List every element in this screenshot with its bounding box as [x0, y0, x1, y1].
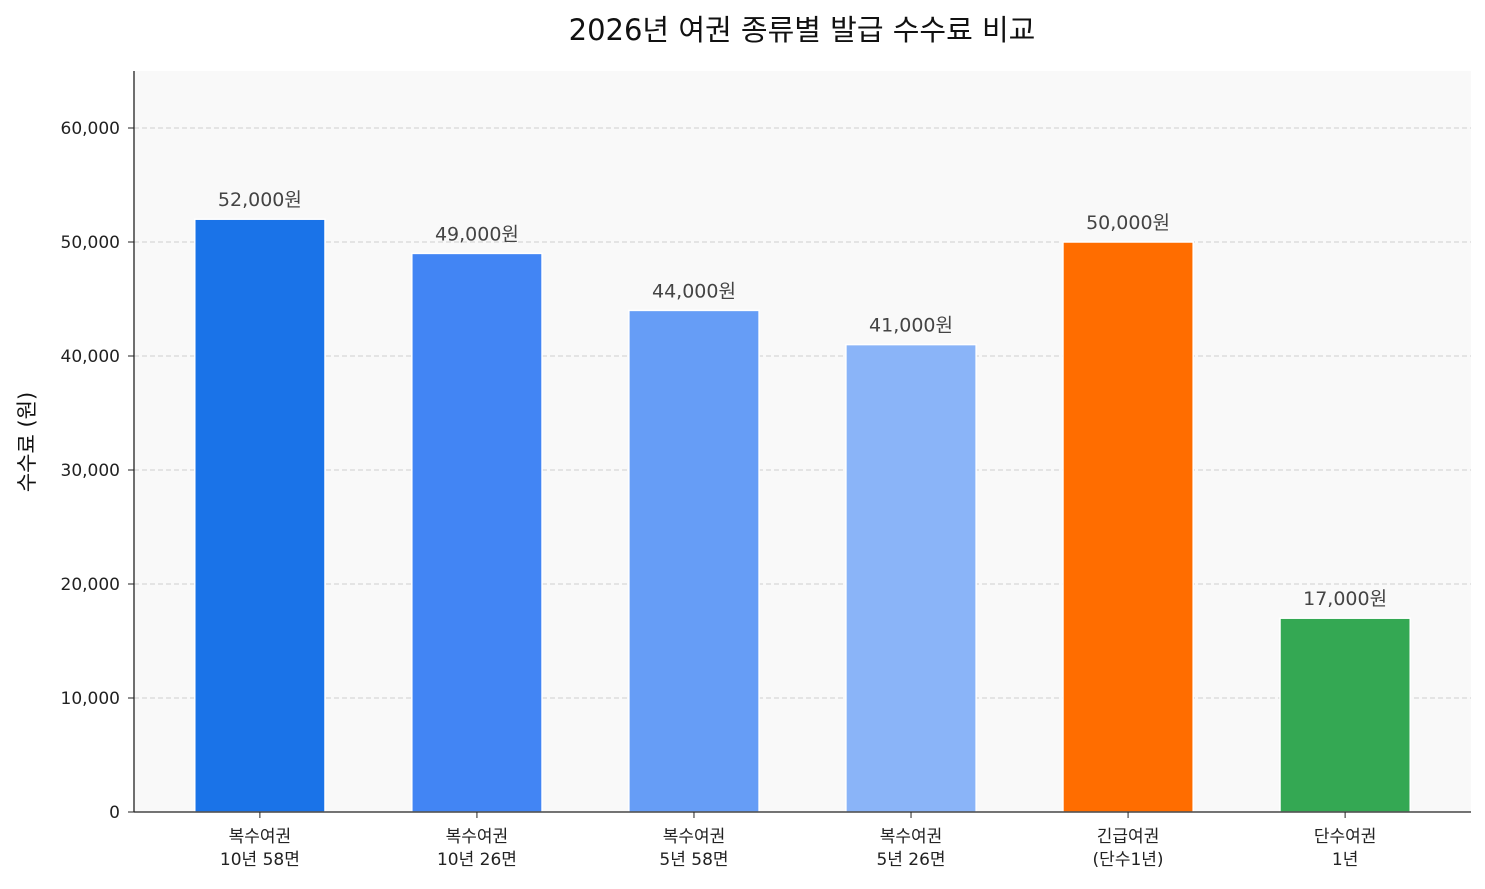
y-tick-label: 60,000: [61, 119, 120, 139]
x-tick-label: 복수여권: [663, 827, 726, 847]
plot-background: [134, 71, 1471, 812]
y-axis-label: 수수료 (원): [15, 392, 39, 492]
x-tick-label: 5년 58면: [659, 850, 728, 870]
bar: [194, 218, 326, 813]
data-label: 49,000원: [435, 223, 519, 245]
y-tick-label: 50,000: [61, 233, 120, 253]
data-label: 17,000원: [1303, 588, 1387, 610]
y-tick-label: 10,000: [61, 689, 120, 709]
bar: [1279, 617, 1411, 813]
x-tick-label: 복수여권: [446, 827, 509, 847]
x-tick-label: 1년: [1332, 850, 1358, 870]
y-tick-label: 40,000: [61, 347, 120, 367]
data-label: 52,000원: [218, 189, 302, 211]
data-label: 44,000원: [652, 280, 736, 302]
x-tick-label: (단수1년): [1093, 850, 1164, 870]
bar: [628, 309, 760, 813]
x-tick-label: 10년 58면: [220, 850, 300, 870]
data-label: 41,000원: [869, 315, 953, 337]
y-tick-label: 20,000: [61, 575, 120, 595]
data-label: 50,000원: [1086, 212, 1170, 234]
y-tick-label: 0: [109, 803, 120, 823]
y-tick-label: 30,000: [61, 461, 120, 481]
bar: [411, 252, 543, 813]
bar: [1062, 241, 1194, 813]
x-tick-label: 5년 26면: [876, 850, 945, 870]
chart-title: 2026년 여권 종류별 발급 수수료 비교: [569, 13, 1036, 47]
x-tick-label: 10년 26면: [437, 850, 517, 870]
x-tick-label: 단수여권: [1314, 827, 1377, 847]
x-tick-label: 복수여권: [880, 827, 943, 847]
x-tick-label: 긴급여권: [1097, 827, 1160, 847]
bar: [845, 343, 977, 813]
x-tick-label: 복수여권: [229, 827, 292, 847]
